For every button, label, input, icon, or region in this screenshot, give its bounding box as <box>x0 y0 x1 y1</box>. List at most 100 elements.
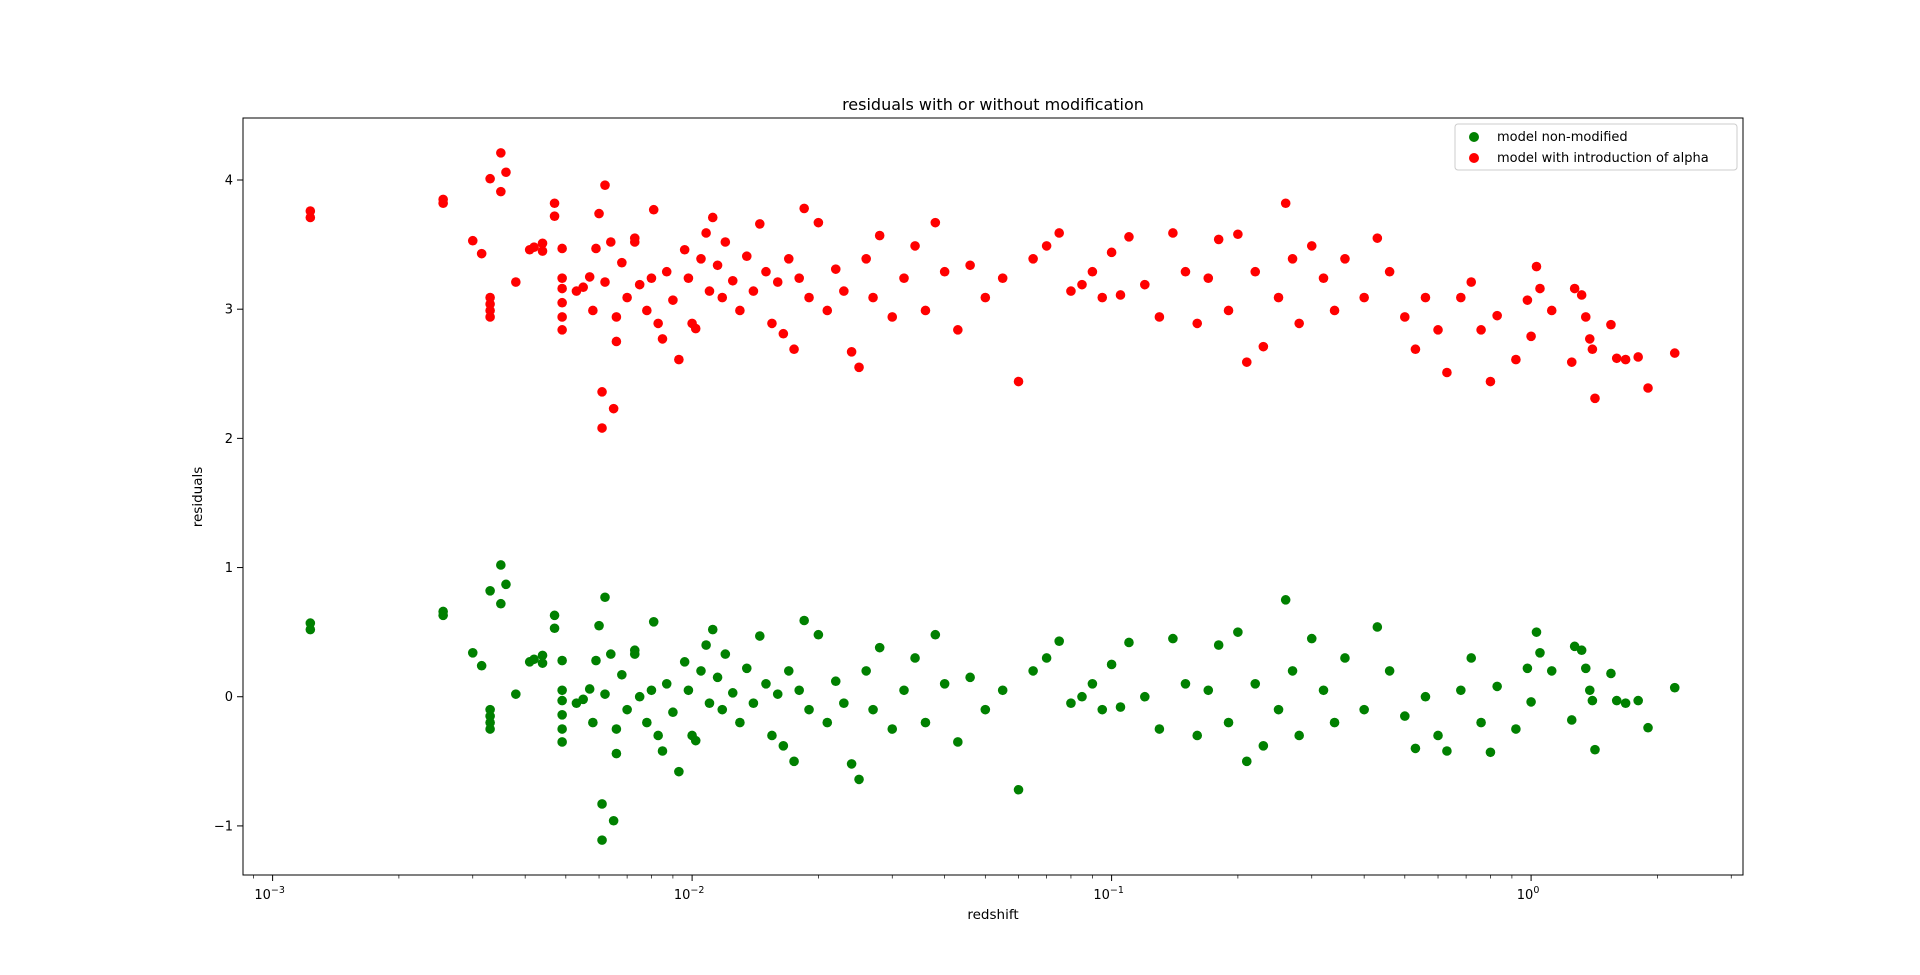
point-s0-41 <box>617 669 627 680</box>
point-s1-86 <box>868 292 878 303</box>
point-s1-40 <box>611 312 622 322</box>
point-s0-135 <box>1433 730 1443 741</box>
point-s1-37 <box>606 237 616 247</box>
point-s1-91 <box>920 305 931 316</box>
point-s1-123 <box>1287 254 1298 264</box>
point-s0-125 <box>1306 633 1317 644</box>
point-s1-102 <box>1066 286 1076 296</box>
point-s1-134 <box>1420 292 1431 303</box>
point-s1-147 <box>1546 305 1557 316</box>
point-s0-121 <box>1273 704 1284 715</box>
point-s0-136 <box>1442 746 1452 756</box>
point-s1-133 <box>1410 344 1421 355</box>
point-s1-130 <box>1372 233 1383 243</box>
point-s0-66 <box>735 717 745 728</box>
point-s1-75 <box>789 344 799 355</box>
point-s1-136 <box>1442 367 1452 378</box>
point-s0-145 <box>1531 627 1542 637</box>
point-s1-122 <box>1280 198 1291 209</box>
point-s0-60 <box>704 698 715 708</box>
point-s0-147 <box>1546 666 1557 676</box>
point-s0-156 <box>1611 695 1622 706</box>
point-s0-29 <box>584 684 595 694</box>
point-s0-158 <box>1633 695 1643 706</box>
point-s1-119 <box>1250 266 1261 277</box>
point-s1-85 <box>861 254 871 264</box>
point-s0-108 <box>1124 637 1134 648</box>
x-tick-label: 10−3 <box>254 885 285 903</box>
point-s0-94 <box>953 737 963 747</box>
point-s0-128 <box>1340 653 1350 663</box>
point-s0-34 <box>597 835 607 845</box>
point-s0-105 <box>1097 704 1108 715</box>
y-tick-label: 4 <box>225 174 233 189</box>
point-s0-138 <box>1466 653 1477 663</box>
point-s1-93 <box>939 266 950 277</box>
point-s0-139 <box>1476 717 1486 728</box>
y-tick-label: 1 <box>225 561 233 576</box>
point-s1-78 <box>804 292 814 303</box>
point-s1-54 <box>679 244 690 255</box>
point-s1-5 <box>476 248 487 259</box>
point-s0-20 <box>549 623 560 634</box>
point-s1-127 <box>1329 305 1340 316</box>
point-s1-143 <box>1522 295 1533 305</box>
point-s0-44 <box>629 645 640 656</box>
point-s0-120 <box>1258 741 1269 751</box>
point-s0-154 <box>1590 744 1600 755</box>
point-s0-117 <box>1233 627 1243 637</box>
point-s0-88 <box>887 724 898 734</box>
point-s0-131 <box>1384 666 1395 676</box>
point-s1-21 <box>557 243 567 254</box>
point-s0-71 <box>767 730 777 741</box>
point-s0-73 <box>778 741 789 751</box>
point-s1-73 <box>778 328 789 339</box>
point-s0-159 <box>1643 722 1653 733</box>
point-s1-62 <box>712 260 723 271</box>
point-s1-64 <box>720 237 731 247</box>
legend-marker-non-modified <box>1469 132 1479 142</box>
point-s0-24 <box>557 724 567 734</box>
point-s0-42 <box>622 704 632 715</box>
point-s0-84 <box>854 774 864 785</box>
point-s0-59 <box>701 640 711 650</box>
point-s1-129 <box>1359 292 1369 303</box>
point-s1-14 <box>511 277 521 287</box>
point-s1-77 <box>799 203 809 214</box>
point-s0-143 <box>1522 663 1533 674</box>
point-s0-28 <box>578 694 588 705</box>
point-s0-114 <box>1203 685 1214 696</box>
point-s1-16 <box>529 242 539 252</box>
point-s1-4 <box>467 235 478 246</box>
point-s0-157 <box>1620 698 1631 708</box>
point-s1-55 <box>683 273 694 283</box>
point-s0-75 <box>789 756 799 767</box>
x-axis: 10−3 10−2 10−1 100 <box>253 875 1732 903</box>
point-s1-45 <box>634 279 645 290</box>
point-s1-50 <box>657 334 668 344</box>
point-s1-87 <box>874 230 885 241</box>
point-s1-83 <box>846 347 857 357</box>
point-s1-149 <box>1569 283 1580 294</box>
point-s0-74 <box>783 666 794 676</box>
point-s0-30 <box>588 717 598 728</box>
point-s0-95 <box>965 672 975 683</box>
point-s0-61 <box>707 624 718 635</box>
point-s1-114 <box>1203 273 1214 283</box>
point-s1-115 <box>1213 234 1224 245</box>
point-s1-31 <box>591 243 601 254</box>
legend: model non-modified model with introducti… <box>1454 123 1738 171</box>
plot-frame <box>242 117 1744 876</box>
point-s1-80 <box>822 305 833 316</box>
y-axis: −1 0 1 2 3 4 <box>214 174 243 834</box>
point-s1-98 <box>1013 376 1024 387</box>
legend-marker-alpha <box>1469 153 1479 163</box>
point-s1-120 <box>1258 341 1269 352</box>
point-s0-31 <box>591 655 601 666</box>
point-s0-49 <box>653 730 663 741</box>
point-s0-109 <box>1140 691 1150 702</box>
point-s1-52 <box>668 295 678 305</box>
point-s0-22 <box>557 695 567 706</box>
point-s0-142 <box>1511 724 1521 734</box>
point-s0-153 <box>1587 695 1598 706</box>
